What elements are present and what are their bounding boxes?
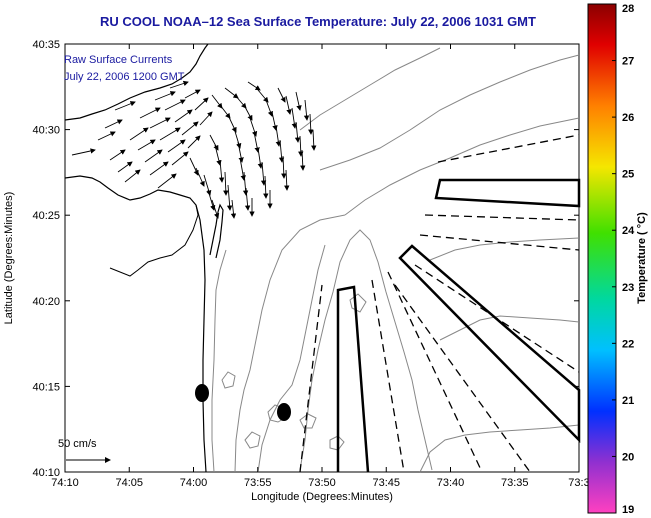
plot-frame [64, 43, 580, 473]
colorbar-label: Temperature ( °C) [636, 212, 648, 304]
colorbar-tick-label: 19 [622, 504, 634, 516]
current-vectors [71, 80, 317, 219]
y-tick-label: 40:30 [32, 125, 60, 137]
map-content: Raw Surface Currents July 22, 2006 1200 … [58, 43, 581, 473]
dashed-lines [299, 134, 580, 473]
currents-label: Raw Surface Currents [64, 54, 173, 66]
hook [209, 203, 224, 259]
study-polygons [336, 178, 581, 473]
x-tick-label: 73:55 [244, 477, 272, 489]
colorbar-tick-label: 27 [622, 56, 634, 68]
x-tick-label: 73:35 [501, 477, 529, 489]
x-tick-label: 74:10 [51, 477, 79, 489]
map-title: RU COOL NOAA–12 Sea Surface Temperature:… [100, 14, 536, 29]
y-tick-label: 40:35 [32, 39, 60, 51]
colorbar-tick-label: 25 [622, 169, 634, 181]
colorbar-tick-label: 21 [622, 395, 634, 407]
x-tick-label: 74:05 [115, 477, 143, 489]
currents-time-label: July 22, 2006 1200 GMT [64, 71, 185, 83]
coastline [64, 175, 207, 473]
x-axis-label: Longitude (Degrees:Minutes) [251, 491, 393, 503]
depth-contours [211, 47, 580, 473]
y-tick-label: 40:25 [32, 210, 60, 222]
y-tick-label: 40:10 [32, 467, 60, 479]
bay-shore [109, 204, 199, 277]
colorbar-tick-label: 24 [622, 225, 635, 237]
x-tick-label: 73:45 [372, 477, 400, 489]
y-axis-ticks: 40:35 40:30 40:25 40:20 40:15 40:10 [32, 39, 579, 479]
colorbar-tick-label: 20 [622, 451, 634, 463]
colorbar-tick-label: 28 [622, 3, 634, 15]
colorbar-tick-label: 23 [622, 282, 634, 294]
x-axis-ticks: 74:10 74:05 74:00 73:55 73:50 73:45 73:40 73:35… [51, 44, 590, 489]
x-tick-label: 74:00 [180, 477, 208, 489]
coastline-north [64, 43, 209, 121]
colorbar-tick-label: 26 [622, 112, 634, 124]
x-tick-label: 73:50 [308, 477, 336, 489]
colorbar [587, 3, 617, 514]
y-tick-label: 40:20 [32, 296, 60, 308]
scale-label: 50 cm/s [58, 438, 97, 450]
colorbar-tick-label: 22 [622, 338, 634, 350]
marker-dot [277, 403, 291, 421]
y-tick-label: 40:15 [32, 381, 60, 393]
y-axis-label: Latitude (Degrees:Minutes) [3, 192, 15, 325]
x-tick-label: 73:3 [568, 477, 589, 489]
marker-dot [195, 384, 209, 402]
x-tick-label: 73:40 [437, 477, 465, 489]
colorbar-ticks: 28 27 26 25 24 23 22 21 20 19 [612, 3, 635, 516]
